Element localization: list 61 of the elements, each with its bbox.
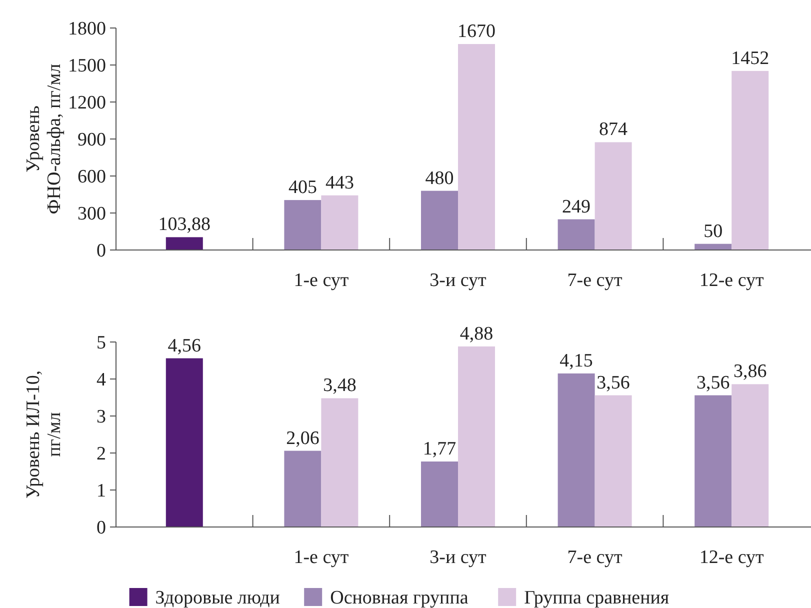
data-label: 4,15 xyxy=(560,350,593,372)
bar xyxy=(694,395,732,527)
data-label: 3,86 xyxy=(733,361,767,382)
data-label: 249 xyxy=(562,196,591,218)
data-label: 103,88 xyxy=(158,214,211,236)
x-tick-label: 3-и сут xyxy=(430,270,488,291)
bar xyxy=(732,70,769,250)
bar xyxy=(284,200,322,250)
y-tick-label: 1 xyxy=(96,480,106,502)
data-label: 1670 xyxy=(458,21,496,42)
x-tick-label: 12-е сут xyxy=(699,547,765,568)
y-tick-label: 0 xyxy=(96,240,106,262)
bar xyxy=(166,237,203,250)
y-axis-title: Уровень ФНО-альфа, пг/мл xyxy=(23,63,65,214)
y-tick-label: 2 xyxy=(96,444,106,465)
bar xyxy=(594,142,632,250)
x-tick-label: 1-е сут xyxy=(294,547,350,568)
y-tick-label: 600 xyxy=(78,166,106,188)
y-tick-label: 900 xyxy=(78,130,106,151)
data-label: 1,77 xyxy=(422,438,456,460)
y-tick-label: 1200 xyxy=(68,92,106,114)
bar xyxy=(732,384,769,527)
bar xyxy=(558,373,595,527)
bar xyxy=(594,395,632,527)
legend-label: Группа сравнения xyxy=(524,588,670,608)
legend-label: Основная группа xyxy=(330,588,469,608)
bar xyxy=(284,450,322,527)
data-label: 2,06 xyxy=(286,428,320,449)
legend-label: Здоровые люди xyxy=(155,588,280,608)
y-tick-label: 300 xyxy=(78,204,106,225)
x-tick-label: 12-е сут xyxy=(699,270,765,291)
y-tick-label: 4 xyxy=(96,370,106,391)
y-tick-label: 1800 xyxy=(68,18,106,40)
y-tick-label: 5 xyxy=(96,332,106,354)
y-tick-label: 3 xyxy=(96,406,106,428)
y-tick-label: 0 xyxy=(96,518,106,539)
data-label: 874 xyxy=(599,119,628,140)
data-label: 480 xyxy=(425,168,454,189)
bar xyxy=(321,398,358,527)
x-tick-label: 1-е сут xyxy=(294,270,350,291)
data-label: 50 xyxy=(704,220,723,242)
bar xyxy=(558,219,595,250)
data-label: 3,56 xyxy=(596,372,630,394)
bar xyxy=(421,462,458,527)
bar xyxy=(321,195,358,250)
x-tick-label: 7-е сут xyxy=(567,547,623,568)
y-tick-label: 1500 xyxy=(68,56,106,77)
data-label: 405 xyxy=(288,177,317,198)
bar xyxy=(421,190,458,250)
x-tick-label: 3-и сут xyxy=(430,547,488,568)
data-label: 4,56 xyxy=(168,335,202,356)
data-label: 4,88 xyxy=(460,323,494,344)
data-label: 443 xyxy=(325,172,354,194)
bar xyxy=(458,346,495,527)
data-label: 3,48 xyxy=(323,375,356,396)
x-tick-label: 7-е сут xyxy=(567,270,623,291)
y-axis-title: Уровень ИЛ-10, пг/мл xyxy=(23,370,65,499)
bar xyxy=(458,44,495,250)
bar xyxy=(166,358,203,527)
data-label: 3,56 xyxy=(696,372,730,394)
data-label: 1452 xyxy=(731,48,770,69)
